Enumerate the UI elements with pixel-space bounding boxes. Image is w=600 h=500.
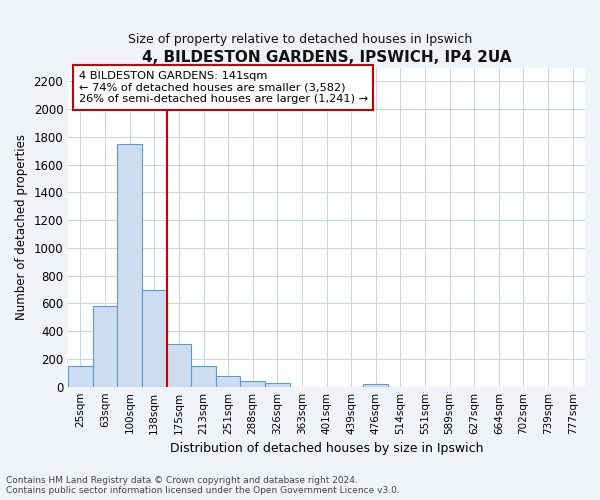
Bar (93, 306, 118, 386)
Bar (241, 381, 265, 386)
Title: 4, BILDESTON GARDENS, IPSWICH, IP4 2UA: 4, BILDESTON GARDENS, IPSWICH, IP4 2UA (142, 50, 511, 65)
Bar (364, 384, 388, 386)
Bar (216, 376, 241, 386)
Bar (265, 383, 290, 386)
Bar (167, 344, 191, 386)
Bar (191, 366, 216, 386)
Bar (68, 366, 93, 386)
Text: Contains HM Land Registry data © Crown copyright and database right 2024.
Contai: Contains HM Land Registry data © Crown c… (6, 476, 400, 495)
Text: Size of property relative to detached houses in Ipswich: Size of property relative to detached ho… (128, 32, 472, 46)
Text: 4 BILDESTON GARDENS: 141sqm
← 74% of detached houses are smaller (3,582)
26% of : 4 BILDESTON GARDENS: 141sqm ← 74% of det… (79, 70, 368, 104)
Bar (118, 144, 142, 386)
Y-axis label: Number of detached properties: Number of detached properties (15, 134, 28, 320)
Bar (142, 290, 167, 386)
X-axis label: Distribution of detached houses by size in Ipswich: Distribution of detached houses by size … (170, 442, 484, 455)
